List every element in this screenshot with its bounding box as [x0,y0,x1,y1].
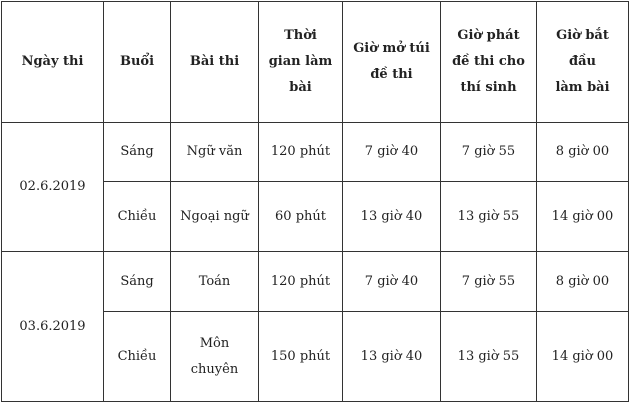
duration-cell: 120 phút [258,122,343,182]
distribute-time-cell: 7 giờ 55 [440,251,537,312]
header-date: Ngày thi [1,1,104,123]
distribute-time-cell: 13 giờ 55 [440,181,537,252]
start-time-cell: 14 giờ 00 [536,311,629,402]
duration-cell: 120 phút [258,251,343,312]
table-row: 02.6.2019 Sáng Ngữ văn 120 phút 7 giờ 40… [1,122,629,252]
header-distribute-time: Giờ phát đề thi cho thí sinh [440,1,537,123]
table-row: 03.6.2019 Sáng Toán 120 phút 7 giờ 40 7 … [1,251,629,402]
table-row: Chiều Ngoại ngữ 60 phút 13 giờ 40 13 giờ… [2,181,629,252]
subject-cell: Ngữ văn [170,122,259,182]
distribute-time-cell: 7 giờ 55 [440,122,537,182]
start-time-cell: 8 giờ 00 [536,122,629,182]
subject-cell: Toán [170,251,259,312]
header-duration: Thời gian làm bài [258,1,343,123]
header-session: Buổi [103,1,171,123]
session-cell: Sáng [103,122,171,182]
header-open-time: Giờ mở túi đề thi [342,1,441,123]
date-cell: 03.6.2019 [1,251,104,402]
open-time-cell: 7 giờ 40 [342,251,441,312]
duration-cell: 60 phút [258,181,343,252]
session-cell: Sáng [103,251,171,312]
distribute-time-cell: 13 giờ 55 [440,311,537,402]
subject-cell: Môn chuyên [170,311,259,402]
start-time-cell: 8 giờ 00 [536,251,629,312]
start-time-cell: 14 giờ 00 [536,181,629,252]
subject-cell: Ngoại ngữ [170,181,259,252]
session-cell: Chiều [103,311,171,402]
table-row: Chiều Môn chuyên 150 phút 13 giờ 40 13 gi… [2,311,629,402]
session-cell: Chiều [103,181,171,252]
open-time-cell: 13 giờ 40 [342,181,441,252]
header-subject: Bài thi [170,1,259,123]
date-cell: 02.6.2019 [1,122,104,252]
header-row: Ngày thi Buổi Bài thi Thời gian làm bài Gi… [1,1,629,123]
header-start-time: Giờ bắt đầu làm bài [536,1,629,123]
open-time-cell: 13 giờ 40 [342,311,441,402]
open-time-cell: 7 giờ 40 [342,122,441,182]
duration-cell: 150 phút [258,311,343,402]
